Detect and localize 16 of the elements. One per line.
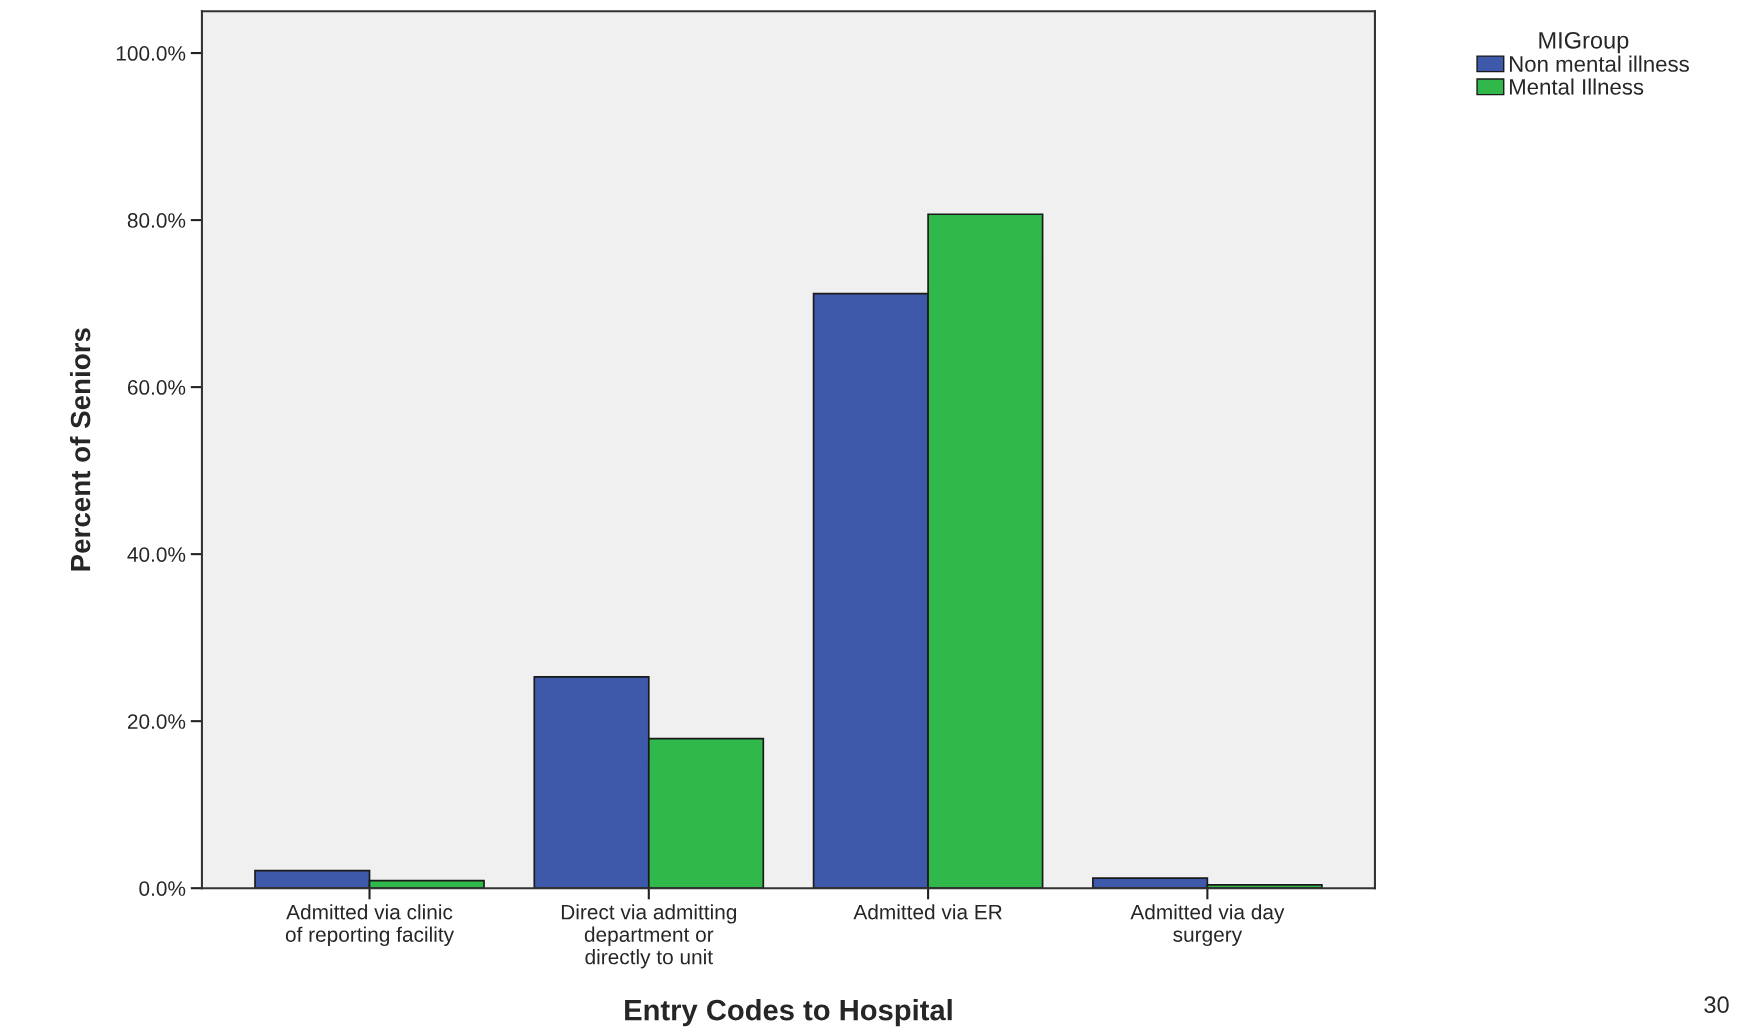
y-tick-label: 60.0% bbox=[127, 380, 186, 395]
legend-title: MIGroup bbox=[1539, 31, 1629, 54]
legend-label: Non mental illness bbox=[1509, 55, 1689, 72]
x-axis-title: Entry Codes to Hospital bbox=[625, 999, 952, 1027]
y-tick-label: 40.0% bbox=[127, 547, 186, 562]
y-tick-label: 80.0% bbox=[127, 213, 186, 228]
text: 30 bbox=[1704, 996, 1729, 1014]
legend-label: Mental Illness bbox=[1509, 78, 1644, 95]
y-tick-label: 100.0% bbox=[116, 46, 186, 61]
x-tick-label: Admitted via day surgery bbox=[1130, 904, 1285, 947]
y-tick-label: 0.0% bbox=[139, 881, 186, 896]
x-tick-label: Direct via admitting department or directly to unit bbox=[561, 904, 737, 969]
x-tick-label: Admitted via ER bbox=[853, 904, 1002, 920]
y-axis-title: Percent of Seniors bbox=[69, 328, 91, 571]
x-tick-label: Admitted via clinic of reporting facility bbox=[285, 904, 455, 947]
y-tick-label: 20.0% bbox=[127, 714, 186, 729]
